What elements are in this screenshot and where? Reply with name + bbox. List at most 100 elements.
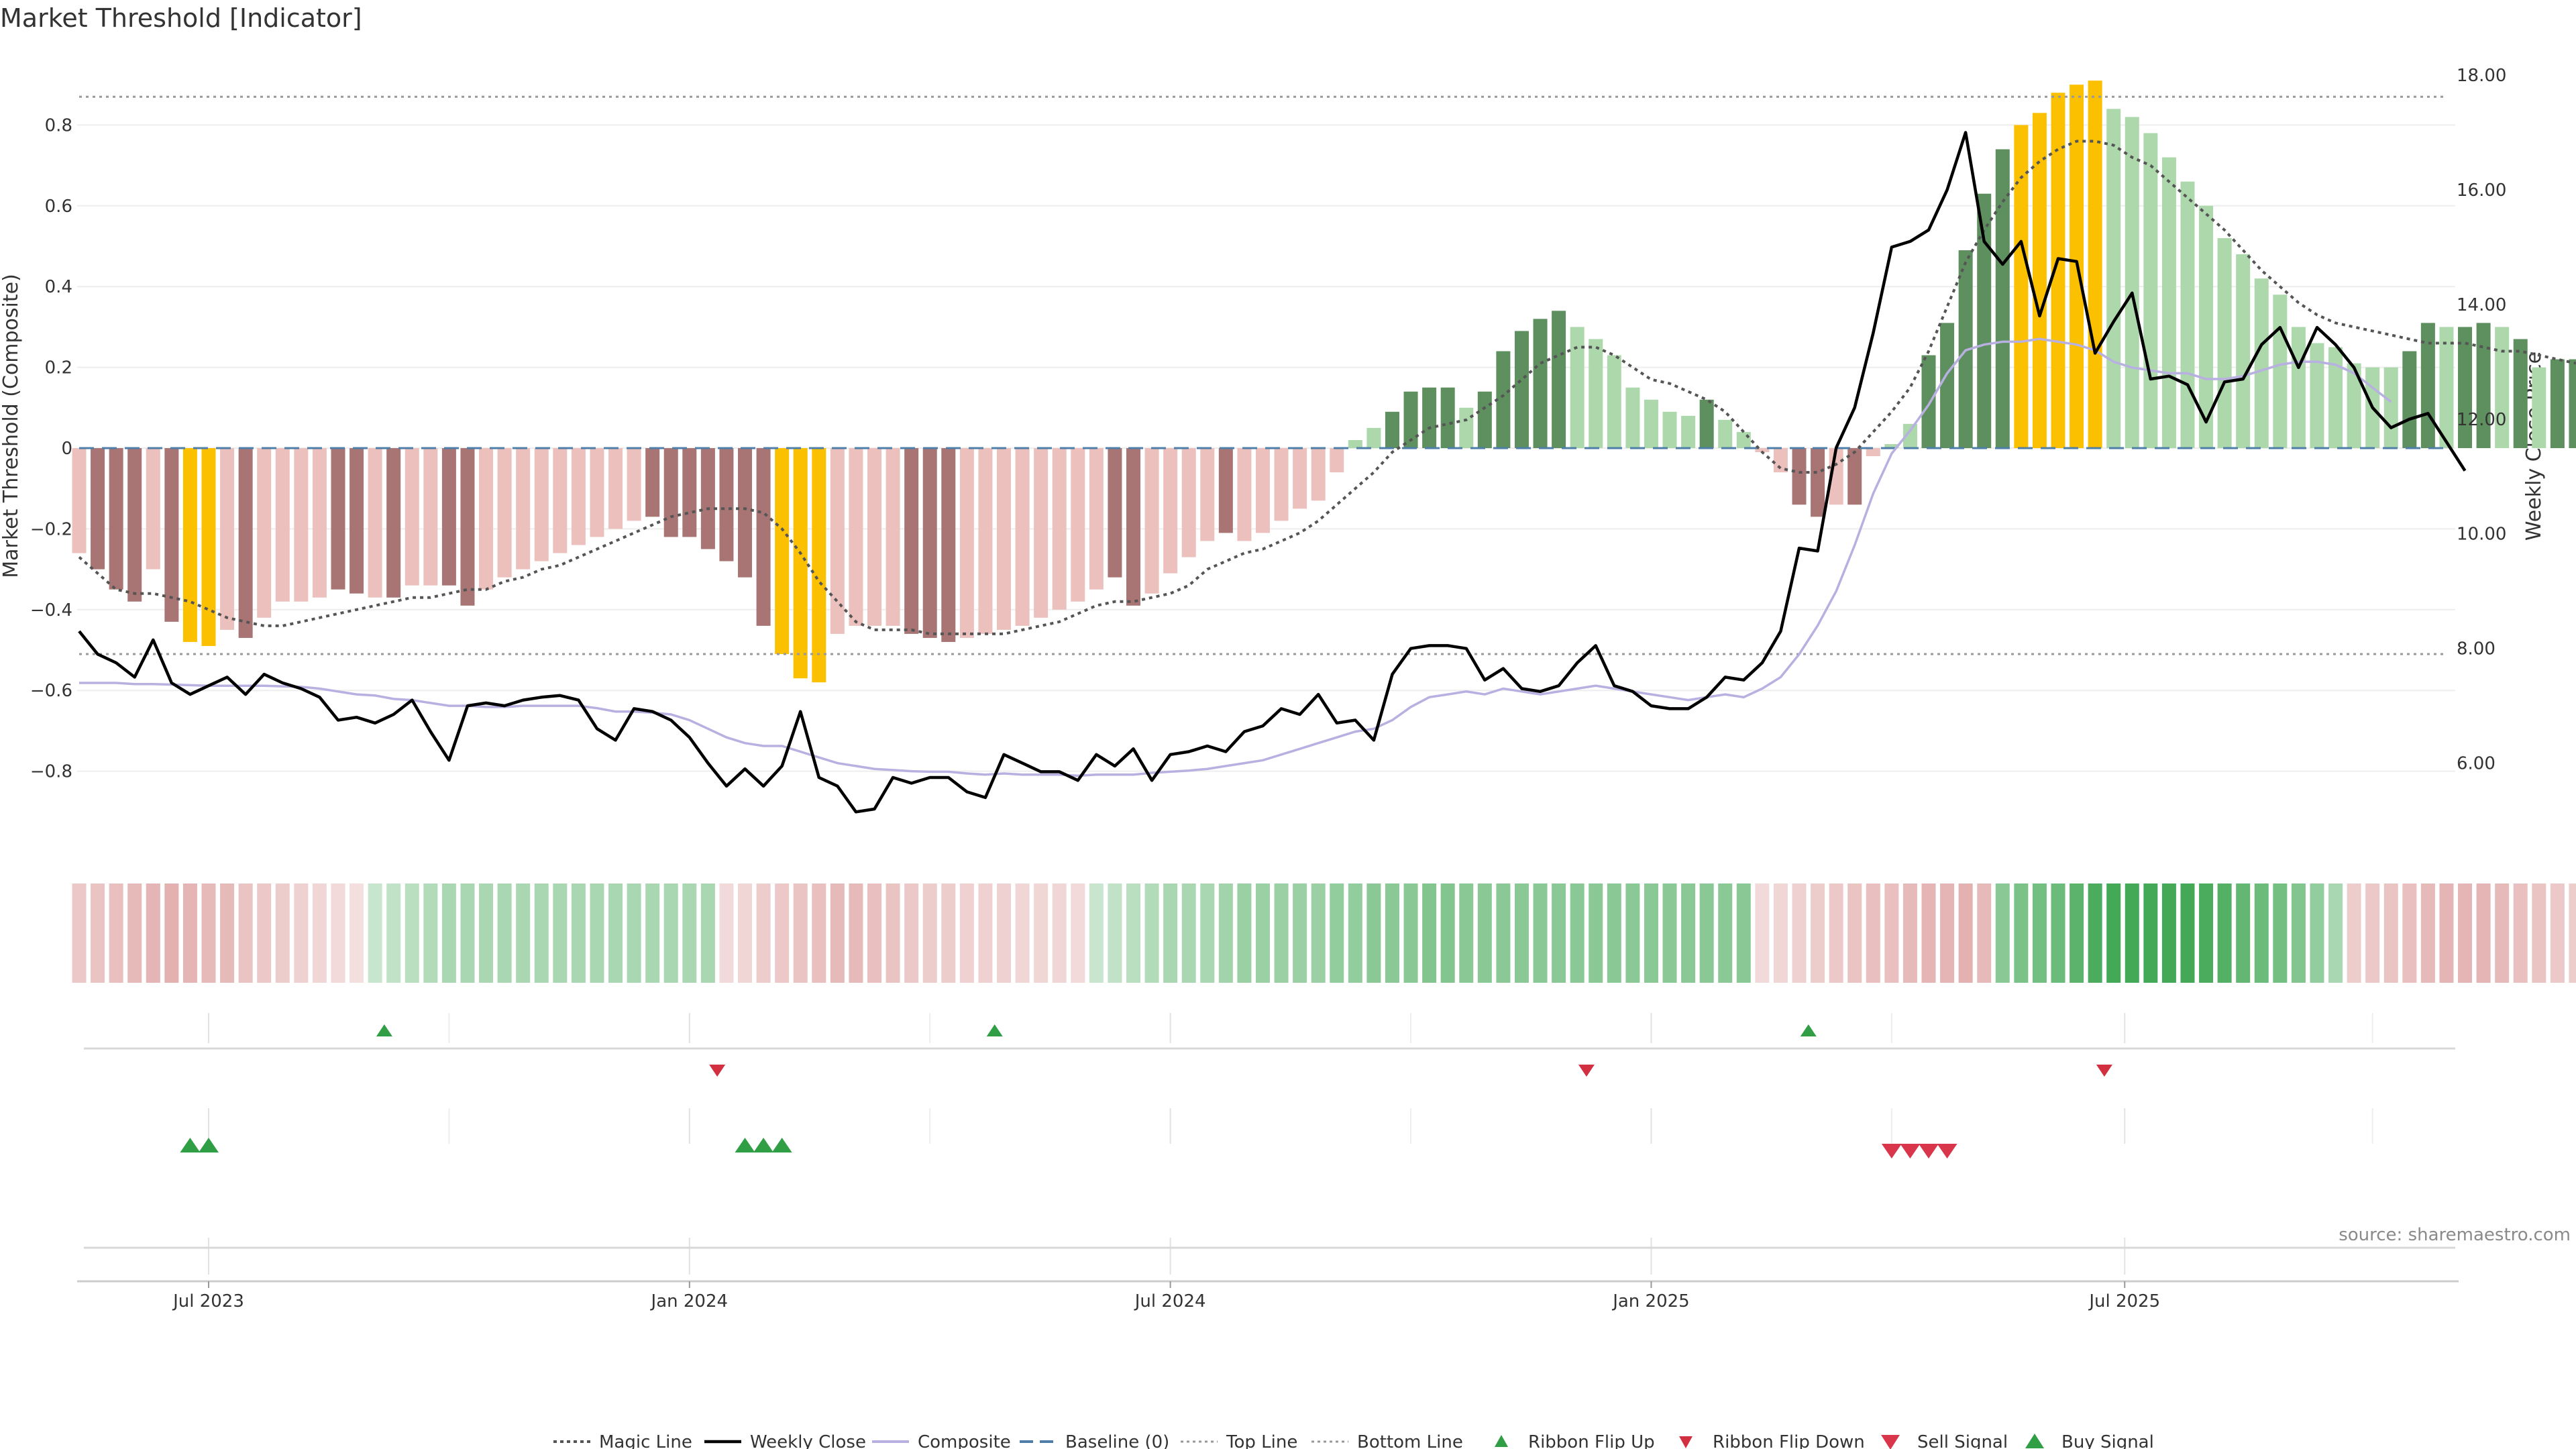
ribbon-segment <box>386 883 401 983</box>
composite-bar <box>1422 387 1437 448</box>
composite-bar <box>350 448 364 594</box>
sell-signal-marker <box>1900 1144 1921 1159</box>
ribbon-segment <box>1811 883 1825 983</box>
composite-bar <box>849 448 863 626</box>
composite-bar <box>645 448 660 517</box>
ribbon-segment <box>479 883 494 983</box>
composite-bar <box>1607 355 1621 448</box>
composite-bar <box>1792 448 1807 505</box>
composite-bar <box>608 448 623 529</box>
ribbon-segment <box>460 883 475 983</box>
composite-bar <box>1274 448 1289 521</box>
composite-bar <box>1533 319 1548 448</box>
ribbon-segment <box>441 883 456 983</box>
legend-item: Top Line <box>1181 1432 1297 1449</box>
ribbon-segment <box>1255 883 1270 983</box>
x-tick-label: Jul 2025 <box>2088 1291 2160 1311</box>
y2-tick-label: 10.00 <box>2457 525 2506 545</box>
legend-swatch <box>1495 1435 1508 1447</box>
ribbon-segment <box>516 883 531 983</box>
ribbon-segment <box>109 883 123 983</box>
composite-bar <box>257 448 272 618</box>
ribbon-segment <box>2383 883 2398 983</box>
ribbon-flip-down-marker <box>1578 1065 1595 1077</box>
ribbon-segment <box>405 883 419 983</box>
composite-bar <box>2161 157 2176 448</box>
composite-bar <box>534 448 549 561</box>
ribbon-segment <box>146 883 160 983</box>
ribbon-segment <box>1773 883 1788 983</box>
y-tick-label: 0.6 <box>45 197 72 217</box>
ribbon-segment <box>1163 883 1178 983</box>
buy-signal-marker <box>753 1138 774 1152</box>
ribbon-segment <box>997 883 1011 983</box>
ribbon-segment <box>775 883 790 983</box>
ribbon-segment <box>2513 883 2528 983</box>
ribbon-segment <box>941 883 956 983</box>
legend-item: Bottom Line <box>1311 1432 1463 1449</box>
composite-bar <box>2032 113 2047 448</box>
composite-bar <box>2125 117 2139 449</box>
composite-bar <box>719 448 734 561</box>
composite-bar <box>1255 448 1270 533</box>
ribbon-segment <box>2070 883 2084 983</box>
ribbon-segment <box>2125 883 2139 983</box>
legend-item: Baseline (0) <box>1020 1432 1169 1449</box>
ribbon-segment <box>2569 883 2576 983</box>
legend-item: Magic Line <box>553 1432 692 1449</box>
composite-bar <box>1773 448 1788 473</box>
composite-bar <box>405 448 419 586</box>
ribbon-segment <box>2328 883 2343 983</box>
ribbon-segment <box>1089 883 1104 983</box>
ribbon-segment <box>2180 883 2195 983</box>
composite-bar <box>2439 327 2454 448</box>
ribbon-segment <box>1181 883 1196 983</box>
ribbon-flip-up-marker <box>376 1024 392 1036</box>
ribbon-segment <box>1477 883 1492 983</box>
composite-bar <box>1200 448 1215 541</box>
ribbon-segment <box>257 883 272 983</box>
composite-bar <box>2513 339 2528 448</box>
composite-bar <box>1866 448 1880 457</box>
ribbon-segment <box>738 883 753 983</box>
ribbon-segment <box>1866 883 1880 983</box>
ribbon-flip-down-marker <box>2096 1065 2112 1077</box>
legend-item: Buy Signal <box>2025 1432 2154 1449</box>
ribbon-segment <box>2476 883 2491 983</box>
ribbon-segment <box>1348 883 1362 983</box>
ribbon-segment <box>2420 883 2435 983</box>
composite-bar <box>1440 387 1455 448</box>
y-tick-label: 0.2 <box>45 358 72 378</box>
composite-bar <box>1293 448 1307 509</box>
composite-bar <box>127 448 142 602</box>
legend-item: Composite <box>872 1432 1011 1449</box>
ribbon-segment <box>368 883 382 983</box>
ribbon-segment <box>201 883 216 983</box>
source-note: source: sharemaestro.com <box>2339 1225 2571 1245</box>
ribbon-segment <box>885 883 900 983</box>
ribbon-segment <box>1459 883 1474 983</box>
ribbon-segment <box>1440 883 1455 983</box>
legend-item: Weekly Close <box>704 1432 866 1449</box>
ribbon-segment <box>164 883 179 983</box>
ribbon-flip-up-marker <box>1800 1024 1817 1036</box>
ribbon-segment <box>700 883 715 983</box>
ribbon-segment <box>2199 883 2214 983</box>
legend-label: Buy Signal <box>2061 1432 2154 1449</box>
ribbon-segment <box>1052 883 1067 983</box>
legend-swatch <box>1881 1435 1900 1449</box>
composite-bar <box>2254 278 2269 448</box>
composite-bar <box>238 448 253 638</box>
composite-bar <box>700 448 715 549</box>
ribbon-segment <box>590 883 604 983</box>
ribbon-segment <box>1921 883 1936 983</box>
composite-bar <box>590 448 604 537</box>
composite-bar <box>1589 339 1603 448</box>
composite-bar <box>978 448 993 634</box>
composite-bar <box>1163 448 1178 574</box>
y2-tick-label: 14.00 <box>2457 295 2506 315</box>
composite-bar <box>1811 448 1825 517</box>
ribbon-segment <box>1884 883 1899 983</box>
y-tick-label: −0.8 <box>30 762 72 782</box>
composite-bar <box>2291 327 2306 448</box>
